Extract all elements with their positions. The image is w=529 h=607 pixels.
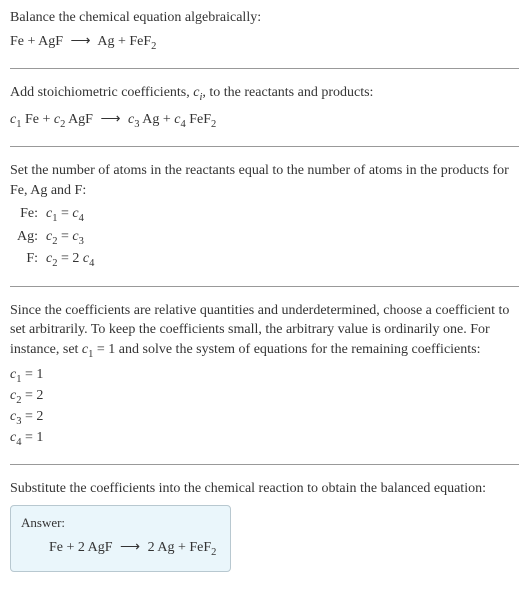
product-2-sub: 2 <box>151 40 156 51</box>
coef-row: c2 = 2 <box>10 387 519 408</box>
divider <box>10 464 519 465</box>
answer-box: Answer: Fe + 2 AgF ⟶ 2 Ag + FeF2 <box>10 505 231 572</box>
section-answer: Substitute the coefficients into the che… <box>10 479 519 571</box>
atom-label: Ag: <box>10 227 46 247</box>
arrow-icon: ⟶ <box>100 110 120 130</box>
divider <box>10 68 519 69</box>
plus: + <box>114 34 129 49</box>
atom-row: F: c2 = 2 c4 <box>10 249 519 271</box>
solve-text: Since the coefficients are relative quan… <box>10 301 519 363</box>
stoich-text: Add stoichiometric coefficients, ci, to … <box>10 83 519 105</box>
reactant-2: AgF <box>38 34 63 49</box>
coef-row: c1 = 1 <box>10 366 519 387</box>
section-stoich: Add stoichiometric coefficients, ci, to … <box>10 83 519 132</box>
atom-label: F: <box>10 249 46 269</box>
stoich-equation: c1 Fe + c2 AgF ⟶ c3 Ag + c4 FeF2 <box>10 110 519 132</box>
coefficient-list: c1 = 1 c2 = 2 c3 = 2 c4 = 1 <box>10 366 519 450</box>
atom-row: Fe: c1 = c4 <box>10 204 519 226</box>
section-atoms: Set the number of atoms in the reactants… <box>10 161 519 272</box>
coef-row: c3 = 2 <box>10 408 519 429</box>
divider <box>10 286 519 287</box>
substitute-text: Substitute the coefficients into the che… <box>10 479 519 499</box>
section-intro: Balance the chemical equation algebraica… <box>10 8 519 54</box>
coef-row: c4 = 1 <box>10 429 519 450</box>
arrow-icon: ⟶ <box>120 538 140 558</box>
product-2-base: FeF <box>129 34 151 49</box>
atom-row: Ag: c2 = c3 <box>10 227 519 249</box>
section-solve: Since the coefficients are relative quan… <box>10 301 519 451</box>
unbalanced-equation: Fe + AgF ⟶ Ag + FeF2 <box>10 32 519 54</box>
reactant-1: Fe <box>10 34 24 49</box>
atom-equations: Fe: c1 = c4 Ag: c2 = c3 F: c2 = 2 c4 <box>10 204 519 271</box>
balanced-equation: Fe + 2 AgF ⟶ 2 Ag + FeF2 <box>21 538 216 560</box>
atoms-text: Set the number of atoms in the reactants… <box>10 161 519 200</box>
arrow-icon: ⟶ <box>71 32 91 52</box>
intro-text: Balance the chemical equation algebraica… <box>10 8 519 28</box>
plus: + <box>24 34 38 49</box>
answer-label: Answer: <box>21 514 216 532</box>
divider <box>10 146 519 147</box>
atom-label: Fe: <box>10 204 46 224</box>
product-1: Ag <box>97 34 114 49</box>
